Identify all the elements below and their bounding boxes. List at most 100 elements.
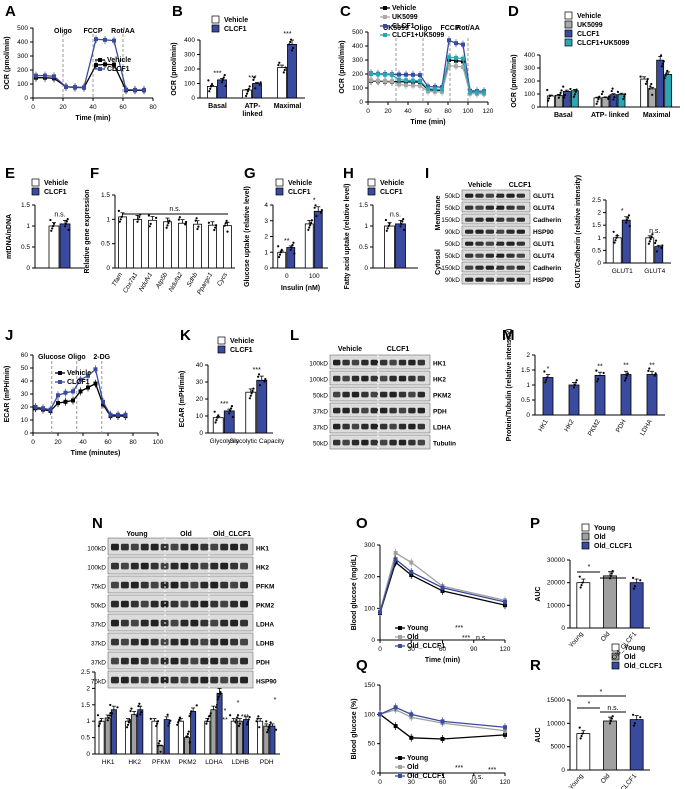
blot-band: [342, 439, 350, 446]
annotation-label: FCCP: [440, 25, 459, 32]
blot-band: [220, 581, 229, 589]
blot-protein-label: GLUT1: [533, 193, 555, 200]
blot-band: [230, 676, 239, 684]
y-tick-label: 400: [352, 43, 363, 50]
bar: [230, 720, 237, 755]
replicate-dot: [117, 209, 120, 212]
molecular-weight-label: 75kD: [91, 583, 106, 590]
replicate-dot: [99, 720, 102, 723]
blot-band: [496, 277, 505, 282]
replicate-dot: [147, 214, 150, 217]
y-tick-label: 0: [597, 260, 601, 267]
blot-protein-label: PKM2: [433, 392, 451, 399]
replicate-dot: [257, 375, 260, 378]
blot-band: [475, 241, 484, 246]
blot-band: [230, 619, 239, 627]
y-tick-label: 300: [364, 542, 375, 549]
y-tick-label: 200: [17, 67, 28, 74]
replicate-dot: [283, 68, 286, 72]
x-tick-label: 100: [463, 108, 474, 115]
bar: [277, 67, 287, 99]
blot-band: [170, 657, 179, 665]
x-tick-label: 20: [384, 108, 392, 115]
blot-band: [150, 638, 159, 646]
blot-band: [417, 423, 425, 430]
replicate-dot: [610, 572, 613, 575]
bar: [269, 725, 276, 755]
blot-group-label: Vehicle: [468, 182, 492, 189]
replicate-dot: [234, 721, 237, 724]
y-tick-label: 0: [371, 637, 375, 644]
blot-band: [130, 543, 139, 551]
replicate-dot: [386, 227, 389, 230]
category-label: HK2: [128, 759, 141, 766]
y-tick-label: 30: [21, 391, 29, 398]
blot-band: [200, 600, 209, 608]
bar: [178, 222, 187, 269]
category-label: Glycolytic Capacity: [229, 438, 285, 445]
legend: Vehicle CLCF1: [211, 15, 248, 33]
replicate-dot: [196, 227, 199, 231]
blot-band: [140, 562, 149, 570]
replicate-dot: [387, 224, 390, 228]
significance-mark: **: [222, 717, 228, 724]
replicate-dot: [613, 95, 616, 99]
replicate-dot: [156, 720, 160, 723]
blot-band: [361, 375, 369, 382]
blot-band: [506, 205, 515, 210]
blot-band: [485, 217, 494, 222]
replicate-dot: [314, 204, 317, 207]
replicate-dot: [595, 102, 598, 105]
replicate-dot: [665, 72, 668, 75]
legend-swatch: [31, 178, 40, 187]
annotation-label: Oligo: [414, 25, 432, 32]
legend-label: Vehicle: [44, 180, 68, 187]
x-tick-label: 0: [31, 439, 35, 446]
blot-band: [140, 619, 149, 627]
replicate-dot: [609, 719, 613, 723]
y-tick-label: 100: [17, 81, 28, 88]
replicate-dot: [595, 369, 598, 372]
replicate-dot: [661, 62, 664, 65]
x-tick-label: 0: [378, 646, 382, 653]
replicate-dot: [226, 230, 229, 233]
replicate-dot: [186, 732, 189, 736]
y-axis-label: GLUT/Cadherin (relative intensity): [575, 175, 582, 288]
blot-band: [120, 657, 129, 665]
y-tick-label: 100: [364, 711, 375, 718]
replicate-dot: [308, 226, 311, 229]
series-line: [36, 38, 144, 91]
y-tick-label: 30: [196, 379, 204, 386]
replicate-dot: [399, 225, 402, 228]
bar: [177, 720, 184, 755]
blot-group-label: Vehicle: [338, 346, 362, 353]
y-tick-label: 1: [106, 216, 110, 223]
replicate-dot: [247, 718, 250, 721]
blot-band: [516, 205, 525, 210]
significance-mark: ***: [455, 625, 463, 632]
replicate-dot: [579, 737, 582, 740]
blot-band: [111, 638, 119, 646]
y-tick-label: 1.5: [81, 702, 90, 709]
replicate-dot: [310, 219, 314, 222]
bar: [313, 210, 323, 269]
blot-band: [389, 439, 397, 446]
y-axis-label: AUC: [535, 586, 542, 601]
legend-swatch: [581, 541, 590, 550]
replicate-dot: [558, 94, 561, 97]
bar: [542, 377, 554, 416]
replicate-dot: [277, 64, 280, 67]
y-tick-label: 0: [526, 412, 530, 419]
blot-band: [333, 423, 341, 430]
replicate-dot: [155, 216, 158, 220]
replicate-dot: [189, 712, 192, 715]
replicate-dot: [264, 378, 267, 381]
replicate-dot: [224, 222, 227, 225]
panel-letter-G: G: [244, 165, 256, 182]
western-blot: HK1 100kD HK2 100kD PFKM 75kD PKM2 50kD LDHA 37kD…: [87, 537, 277, 690]
replicate-dot: [655, 250, 659, 253]
bar: [212, 417, 224, 434]
blot-band: [150, 581, 159, 589]
replicate-dot: [267, 726, 270, 729]
blot-band: [230, 638, 239, 646]
